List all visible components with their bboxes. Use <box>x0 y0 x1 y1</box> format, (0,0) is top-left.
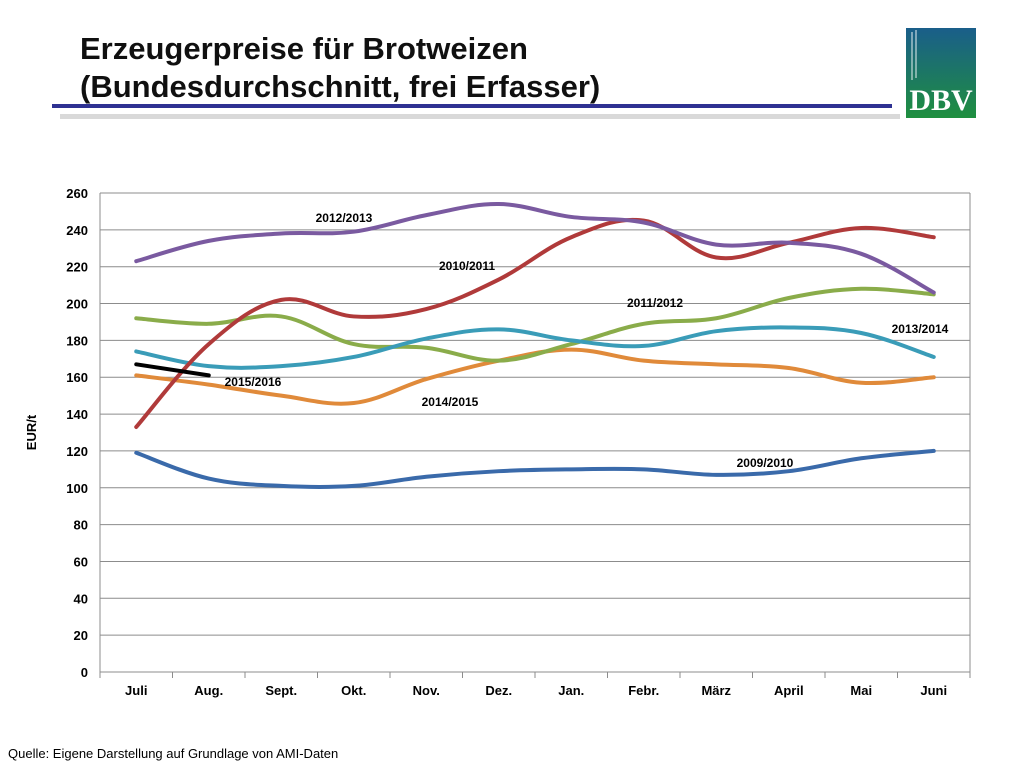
x-tick-label: Sept. <box>265 683 297 698</box>
y-tick-label: 0 <box>81 665 88 680</box>
x-tick-label: März <box>701 683 731 698</box>
y-axis-label: EUR/t <box>24 414 39 450</box>
source-note: Quelle: Eigene Darstellung auf Grundlage… <box>8 746 339 761</box>
series-label: 2010/2011 <box>439 259 495 273</box>
series-label: 2014/2015 <box>422 395 479 409</box>
series-label: 2011/2012 <box>627 296 683 310</box>
y-tick-label: 260 <box>66 186 88 201</box>
logo-background <box>906 28 976 118</box>
x-tick-label: Febr. <box>628 683 659 698</box>
series-line-2012-2013 <box>134 202 936 295</box>
y-tick-label: 160 <box>66 370 88 385</box>
x-tick-label: April <box>774 683 804 698</box>
line-chart: 0 20 40 60 80 100 120 140 160 180 200 220 240 260 Juli… <box>24 186 971 698</box>
series-line-2013-2014 <box>134 325 936 370</box>
x-tick-label: Nov. <box>413 683 440 698</box>
slide-title: Erzeugerpreise für Brotweizen (Bundesdur… <box>80 30 880 106</box>
y-tick-label: 120 <box>66 444 88 459</box>
y-tick-label: 60 <box>74 554 88 569</box>
y-tick-label: 40 <box>74 591 88 606</box>
y-tick-label: 140 <box>66 407 88 422</box>
series-line-2010-2011 <box>134 217 936 429</box>
x-tick-label: Juni <box>920 683 947 698</box>
series-line-2009-2010 <box>134 448 936 490</box>
series-label: 2009/2010 <box>737 456 794 470</box>
series-label: 2015/2016 <box>225 375 282 389</box>
logo-text: DBV <box>909 84 973 117</box>
x-tick-label: Jan. <box>558 683 584 698</box>
y-tick-label: 220 <box>66 260 88 275</box>
y-tick-label: 180 <box>66 333 88 348</box>
x-tick-label: Okt. <box>341 683 366 698</box>
y-tick-label: 100 <box>66 481 88 496</box>
series-label: 2012/2013 <box>316 211 373 225</box>
x-tick-label: Juli <box>125 683 147 698</box>
y-tick-label: 200 <box>66 297 88 312</box>
x-tick-label: Mai <box>850 683 872 698</box>
slide-title-line2: (Bundesdurchschnitt, frei Erfasser) <box>80 69 601 104</box>
y-tick-label: 20 <box>74 628 88 643</box>
title-underline <box>52 104 892 108</box>
dbv-logo: DBV <box>906 28 976 118</box>
x-tick-label: Aug. <box>194 683 223 698</box>
x-tick-label: Dez. <box>485 683 512 698</box>
logo-book-icon <box>911 30 917 80</box>
y-tick-label: 240 <box>66 223 88 238</box>
series-line-2011-2012 <box>134 286 936 363</box>
series-label: 2013/2014 <box>892 322 949 336</box>
slide-title-line1: Erzeugerpreise für Brotweizen <box>80 31 528 66</box>
title-underline-shadow <box>60 114 900 119</box>
series-line-2015-2016 <box>134 362 211 378</box>
y-tick-label: 80 <box>74 518 88 533</box>
